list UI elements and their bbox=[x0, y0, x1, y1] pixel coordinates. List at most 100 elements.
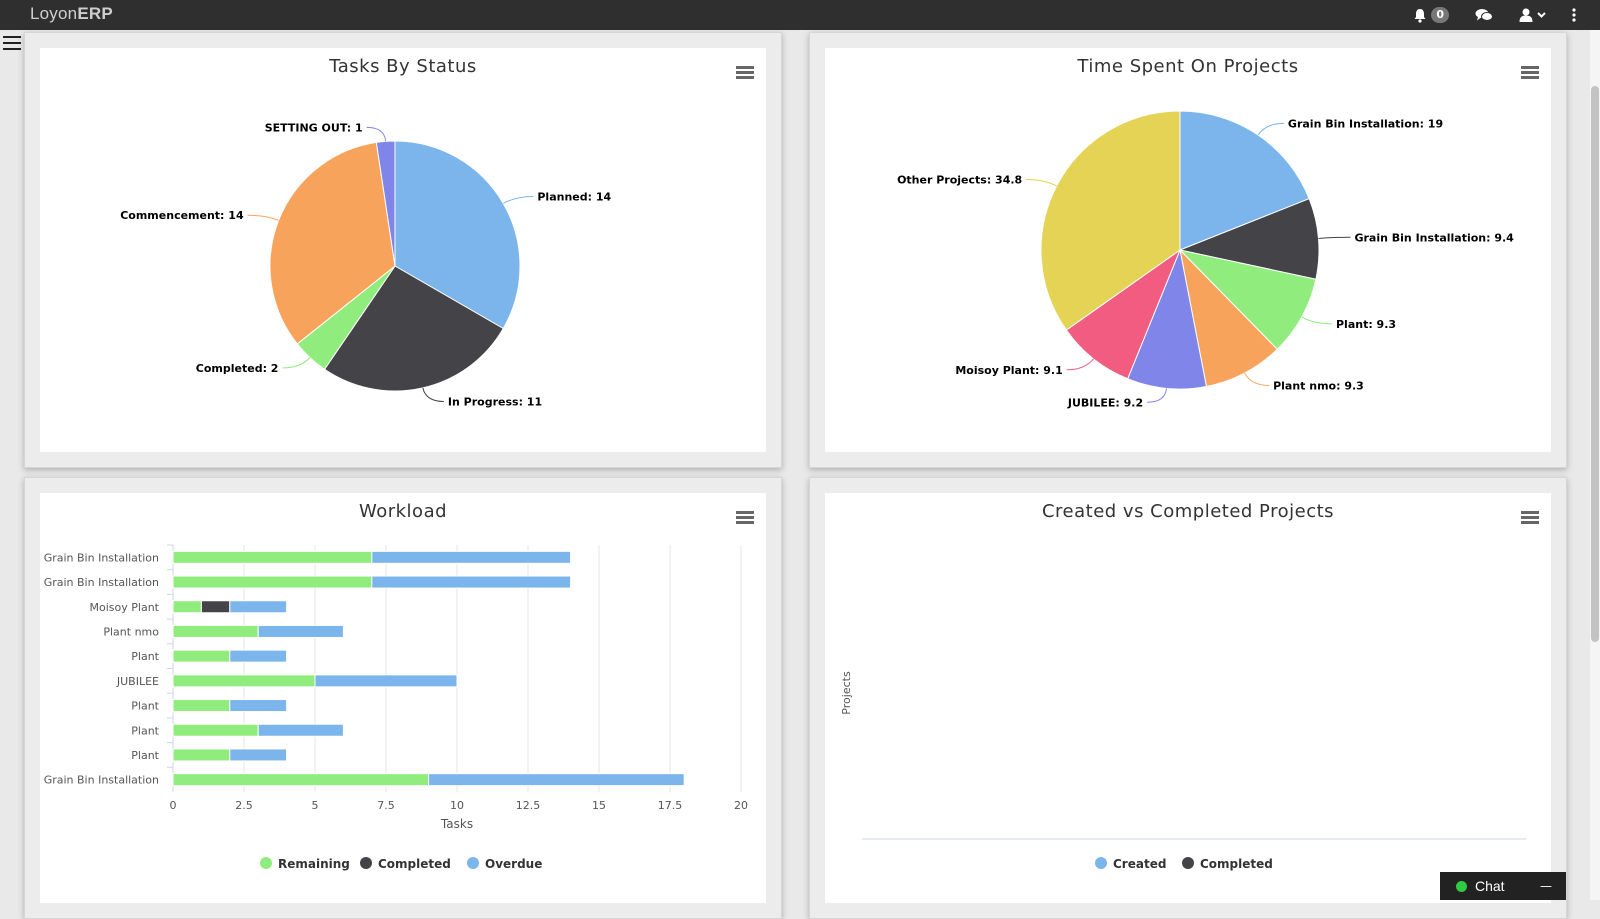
brand-name: Loyon bbox=[30, 4, 78, 23]
pie-connector bbox=[366, 126, 387, 142]
pie-slice[interactable] bbox=[1179, 248, 1278, 388]
bar-segment[interactable] bbox=[229, 600, 288, 614]
legend-marker[interactable] bbox=[467, 857, 479, 869]
pie-slice[interactable] bbox=[323, 265, 504, 392]
bar-segment[interactable] bbox=[371, 575, 572, 589]
brand-suffix: ERP bbox=[77, 4, 113, 23]
legend-item[interactable]: Completed bbox=[378, 857, 451, 871]
x-tick-label: 7.5 bbox=[377, 799, 395, 812]
pie-slice[interactable] bbox=[1179, 110, 1310, 251]
pie-data-label: Commencement: 14 bbox=[120, 209, 244, 222]
legend-item[interactable]: Created bbox=[1113, 857, 1166, 871]
user-icon bbox=[1519, 8, 1533, 22]
pie-slice[interactable] bbox=[1178, 249, 1317, 350]
tasks-by-status-card: Planned: 14 In Progress: 11 Completed: 2 Co… bbox=[24, 32, 782, 468]
page-scrollbar[interactable] bbox=[1590, 30, 1600, 900]
pie-data-label: SETTING OUT: 1 bbox=[265, 121, 363, 134]
pie-data-label: Other Projects: 34.8 bbox=[897, 174, 1022, 187]
chevron-down-icon bbox=[1537, 12, 1546, 18]
more-options-button[interactable] bbox=[1572, 8, 1576, 22]
kebab-menu-icon bbox=[1572, 8, 1576, 22]
bar-segment[interactable] bbox=[371, 550, 572, 564]
pie-data-label: Plant: 9.3 bbox=[1336, 318, 1396, 331]
scrollbar-thumb[interactable] bbox=[1591, 86, 1599, 642]
chart-menu-button[interactable] bbox=[1521, 66, 1539, 79]
y-axis-title: Projects bbox=[840, 671, 853, 715]
legend-marker[interactable] bbox=[360, 857, 372, 869]
bar-segment[interactable] bbox=[229, 748, 288, 762]
online-status-dot bbox=[1456, 880, 1467, 892]
category-label: Plant bbox=[131, 700, 159, 713]
pie-connector bbox=[1066, 358, 1094, 371]
chart-menu-button[interactable] bbox=[1521, 511, 1539, 524]
pie-slice[interactable] bbox=[1065, 248, 1182, 380]
x-tick-label: 20 bbox=[734, 799, 748, 812]
x-tick-label: 10 bbox=[450, 799, 464, 812]
pie-slice[interactable] bbox=[269, 141, 396, 345]
bar-segment[interactable] bbox=[172, 699, 231, 713]
bar-segment[interactable] bbox=[172, 723, 259, 737]
pie-connector bbox=[1244, 372, 1270, 386]
legend-item[interactable]: Remaining bbox=[278, 857, 350, 871]
bar-segment[interactable] bbox=[229, 699, 288, 713]
bar-segment[interactable] bbox=[172, 600, 202, 614]
chart-menu-button[interactable] bbox=[736, 511, 754, 524]
pie-connector bbox=[1147, 388, 1167, 403]
bar-segment[interactable] bbox=[200, 600, 231, 614]
category-label: Plant nmo bbox=[103, 625, 159, 638]
pie-slice[interactable] bbox=[394, 140, 521, 330]
category-label: JUBILEE bbox=[116, 675, 159, 688]
category-label: Plant bbox=[131, 724, 159, 737]
pie-data-label: In Progress: 11 bbox=[448, 396, 542, 409]
pie-data-label: Plant nmo: 9.3 bbox=[1273, 379, 1364, 392]
pie-connector bbox=[247, 214, 279, 221]
legend-item[interactable]: Completed bbox=[1200, 857, 1273, 871]
bar-segment[interactable] bbox=[257, 624, 344, 638]
chart-title: Tasks By Status bbox=[329, 56, 477, 77]
bar-segment[interactable] bbox=[172, 674, 316, 688]
pie-data-label: Grain Bin Installation: 9.4 bbox=[1354, 231, 1514, 244]
notifications-button[interactable]: 0 bbox=[1413, 7, 1449, 23]
pie-slice[interactable] bbox=[375, 140, 396, 267]
x-tick-label: 0 bbox=[170, 799, 177, 812]
bar-segment[interactable] bbox=[172, 748, 231, 762]
pie-slice[interactable] bbox=[1178, 198, 1320, 280]
notification-count-badge: 0 bbox=[1431, 7, 1449, 23]
app-logo[interactable]: LoyonERP bbox=[30, 4, 113, 24]
hamburger-menu-icon[interactable] bbox=[3, 36, 21, 50]
bell-icon bbox=[1414, 8, 1426, 23]
bar-segment[interactable] bbox=[229, 649, 288, 663]
chat-bubbles-icon bbox=[1475, 9, 1493, 21]
x-tick-label: 12.5 bbox=[516, 799, 541, 812]
chart-title: Time Spent On Projects bbox=[1077, 56, 1299, 77]
bar-segment[interactable] bbox=[428, 773, 685, 787]
pie-connector bbox=[282, 357, 311, 369]
bar-segment[interactable] bbox=[172, 624, 259, 638]
chat-widget[interactable]: Chat — bbox=[1440, 872, 1566, 900]
user-menu-button[interactable] bbox=[1519, 8, 1546, 22]
bar-segment[interactable] bbox=[172, 575, 373, 589]
messages-button[interactable] bbox=[1475, 8, 1493, 22]
bar-segment[interactable] bbox=[172, 773, 430, 787]
created-vs-completed-card: Projects Created Completed Created vs Comp… bbox=[809, 477, 1567, 919]
pie-slice[interactable] bbox=[1040, 110, 1181, 331]
x-tick-label: 15 bbox=[592, 799, 606, 812]
category-label: Grain Bin Installation bbox=[44, 774, 159, 787]
bar-segment[interactable] bbox=[172, 649, 231, 663]
category-label: Plant bbox=[131, 749, 159, 762]
pie-slice[interactable] bbox=[1127, 248, 1208, 390]
workload-chart: 0 2.5 5 7.5 10 12.5 15 17.5 20 Grain Bin Installa… bbox=[40, 493, 766, 903]
minimize-icon[interactable]: — bbox=[1540, 879, 1552, 893]
bar-segment[interactable] bbox=[172, 550, 373, 564]
bar-segment[interactable] bbox=[257, 723, 344, 737]
legend-item[interactable]: Overdue bbox=[485, 857, 542, 871]
legend-marker[interactable] bbox=[260, 857, 272, 869]
time-spent-chart: Grain Bin Installation: 19 Grain Bin Inst… bbox=[825, 48, 1551, 452]
x-tick-label: 17.5 bbox=[658, 799, 683, 812]
bar-segment[interactable] bbox=[314, 674, 458, 688]
legend-marker[interactable] bbox=[1182, 857, 1194, 869]
legend-marker[interactable] bbox=[1095, 857, 1107, 869]
chart-title: Workload bbox=[358, 501, 448, 522]
chart-menu-button[interactable] bbox=[736, 66, 754, 79]
pie-connector bbox=[1026, 179, 1057, 187]
